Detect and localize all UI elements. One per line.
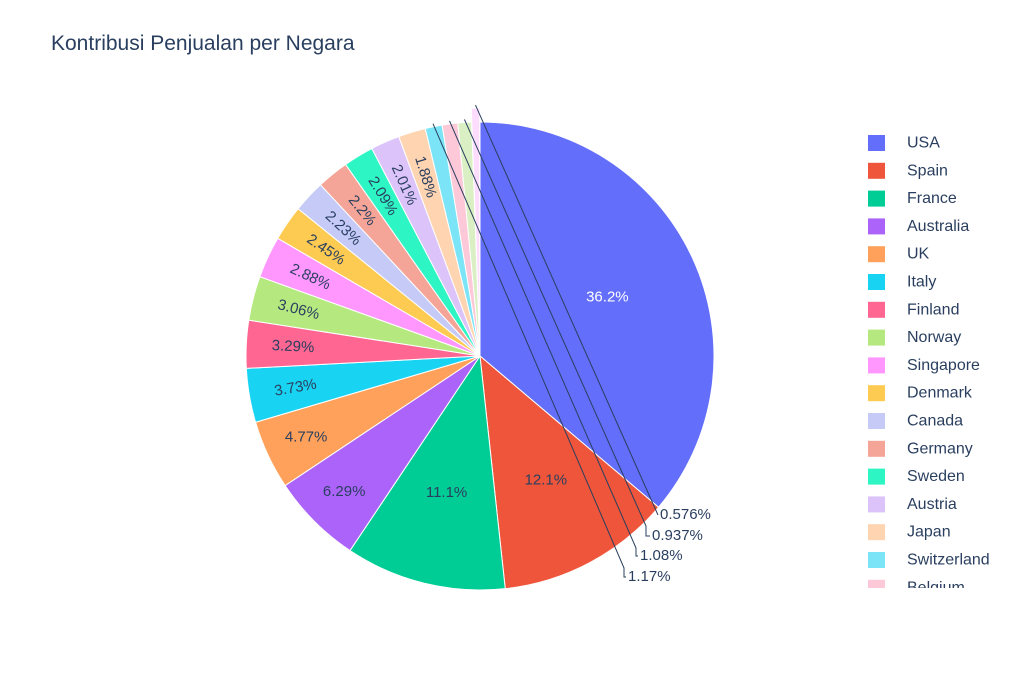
legend-label: Finland — [907, 301, 959, 318]
slice-label: 0.576% — [660, 506, 711, 523]
legend-swatch — [868, 496, 885, 513]
pie-slices — [245, 107, 715, 591]
slice-label: 36.2% — [586, 288, 629, 305]
slice-label: 3.29% — [271, 337, 314, 356]
legend-item-norway[interactable]: Norway — [868, 329, 961, 346]
legend-label: Australia — [907, 218, 969, 235]
legend-swatch — [868, 357, 885, 374]
legend-swatch — [868, 274, 885, 290]
legend-label: Canada — [907, 413, 963, 430]
slice-label: 12.1% — [525, 472, 568, 489]
legend-item-usa[interactable]: USA — [868, 135, 940, 152]
legend-label: Italy — [907, 274, 936, 291]
pie-slice-usa[interactable] — [479, 121, 715, 508]
chart-title: Kontribusi Penjualan per Negara — [51, 32, 355, 55]
legend: USA Spain France Australia UK Italy Finland Nor… — [868, 135, 990, 596]
slice-label-leader — [432, 123, 626, 578]
legend-swatch — [868, 468, 885, 485]
legend-item-germany[interactable]: Germany — [868, 440, 973, 457]
legend-item-sweden[interactable]: Sweden — [868, 468, 965, 485]
legend-label: Japan — [907, 524, 951, 541]
legend-item-belgium[interactable]: Belgium — [868, 579, 965, 596]
legend-item-france[interactable]: France — [868, 190, 957, 207]
legend-swatch — [868, 385, 885, 402]
legend-label: USA — [907, 135, 940, 152]
legend-label: Norway — [907, 329, 961, 346]
legend-item-finland[interactable]: Finland — [868, 301, 959, 318]
pie-slice-france[interactable] — [349, 354, 506, 591]
legend-item-spain[interactable]: Spain — [868, 162, 948, 179]
legend-label: France — [907, 190, 957, 207]
legend-item-uk[interactable]: UK — [868, 246, 930, 263]
slice-label: 1.17% — [628, 568, 671, 585]
legend-swatch — [868, 162, 885, 179]
slice-label: 1.08% — [640, 547, 683, 564]
slice-label-leader — [475, 104, 659, 516]
legend-label: Belgium — [907, 579, 965, 596]
slice-label: 11.1% — [426, 484, 467, 501]
pie-slice-spain[interactable] — [479, 354, 660, 590]
legend-item-denmark[interactable]: Denmark — [868, 385, 973, 402]
legend-swatch — [868, 190, 885, 207]
slice-label: 0.937% — [652, 527, 703, 544]
legend-swatch — [868, 579, 885, 588]
legend-label: Sweden — [907, 468, 965, 485]
legend-item-italy[interactable]: Italy — [868, 274, 936, 291]
legend-swatch — [868, 440, 885, 457]
slice-label: 6.29% — [323, 483, 366, 500]
legend-item-singapore[interactable]: Singapore — [868, 357, 980, 374]
legend-swatch — [868, 301, 885, 318]
legend-swatch — [868, 246, 885, 263]
legend-swatch — [868, 329, 885, 346]
legend-label: Denmark — [907, 385, 973, 402]
legend-swatch — [868, 218, 885, 235]
legend-label: Spain — [907, 162, 948, 179]
legend-label: UK — [907, 246, 930, 263]
legend-swatch — [868, 552, 885, 568]
legend-item-switzerland[interactable]: Switzerland — [868, 552, 990, 569]
legend-swatch — [868, 135, 885, 151]
legend-swatch — [868, 524, 885, 541]
legend-item-australia[interactable]: Australia — [868, 218, 969, 235]
legend-item-japan[interactable]: Japan — [868, 524, 951, 541]
legend-label: Switzerland — [907, 552, 990, 569]
legend-label: Singapore — [907, 357, 980, 374]
slice-label-leader — [449, 120, 638, 557]
slice-label-leader — [464, 119, 650, 537]
pie-slice-other-18[interactable] — [470, 107, 481, 343]
legend-item-austria[interactable]: Austria — [868, 496, 957, 513]
legend-swatch — [868, 413, 885, 429]
legend-label: Austria — [907, 496, 957, 513]
slice-label: 3.73% — [273, 376, 318, 400]
legend-item-canada[interactable]: Canada — [868, 413, 963, 430]
slice-label: 4.77% — [285, 429, 328, 446]
legend-label: Germany — [907, 440, 973, 457]
